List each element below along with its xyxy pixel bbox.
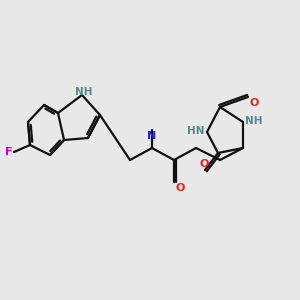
Text: NH: NH <box>245 116 262 126</box>
Text: HN: HN <box>188 126 205 136</box>
Text: N: N <box>147 131 157 141</box>
Text: O: O <box>199 159 209 169</box>
Text: NH: NH <box>75 87 93 97</box>
Text: F: F <box>4 147 12 157</box>
Text: O: O <box>249 98 258 108</box>
Text: O: O <box>175 183 184 193</box>
